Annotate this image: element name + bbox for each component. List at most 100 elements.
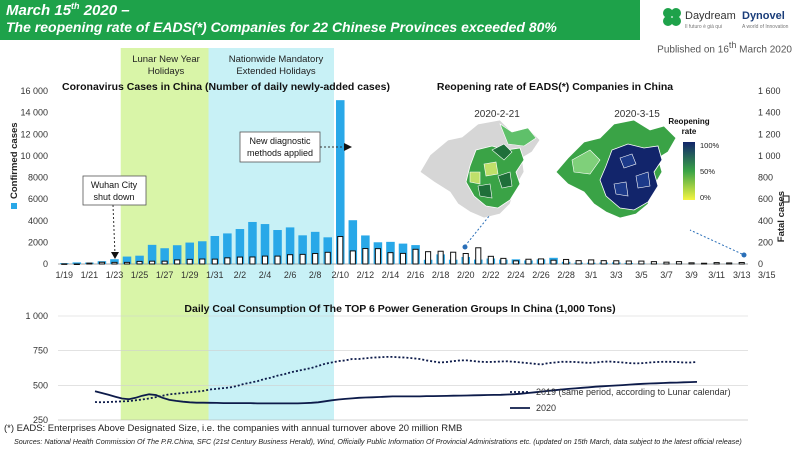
fatal-bar — [98, 261, 105, 265]
footnote: (*) EADS: Enterprises Above Designated S… — [4, 423, 463, 434]
coal-line-2020 — [94, 381, 698, 405]
fatal-bar — [412, 248, 419, 265]
x-tick-label: 3/11 — [708, 270, 725, 280]
logo-daydream: Daydream — [685, 10, 736, 22]
legend-2020: 2020 — [536, 403, 556, 413]
fatal-bar — [726, 262, 733, 265]
fatal-cases-label: Fatal cases — [776, 191, 787, 242]
fatal-bar — [149, 260, 156, 265]
confirmed-bar — [160, 248, 169, 264]
confirmed-bar — [185, 242, 194, 264]
confirmed-bar — [298, 235, 307, 264]
fatal-bar — [274, 255, 281, 265]
company-logos: Daydream Il futuro è già qui Dynovel A w… — [663, 8, 789, 30]
x-tick-label: 3/15 — [758, 270, 776, 280]
sources-note: Sources: National Health Commission Of T… — [14, 437, 742, 446]
confirmed-bar — [210, 235, 220, 264]
fatal-bar — [550, 259, 557, 265]
legend-100: 100% — [700, 141, 720, 150]
fatal-bar — [174, 259, 181, 265]
fatal-bar — [374, 248, 381, 265]
y2-tick-label: 600 — [758, 194, 773, 204]
fatal-bar — [299, 253, 306, 265]
fatal-bar — [462, 253, 469, 265]
holiday-bands — [120, 48, 334, 420]
fatal-bar — [236, 256, 243, 265]
x-tick-label: 2/12 — [357, 270, 375, 280]
logo-dynovel: Dynovel — [742, 10, 785, 22]
confirmed-bar — [72, 262, 82, 264]
y-tick-label: 0 — [43, 259, 48, 269]
legend-50: 50% — [700, 167, 715, 176]
published-date: Published on 16th March 2020 — [657, 40, 792, 56]
confirmed-bar — [248, 221, 257, 264]
confirmed-bar — [348, 220, 358, 264]
coal-chart-title: Daily Coal Consumption Of The TOP 6 Powe… — [184, 303, 615, 315]
fatal-bar — [663, 261, 670, 265]
fatal-bar — [249, 256, 256, 265]
confirmed-bar — [323, 237, 332, 264]
legend-title: Reopening — [668, 117, 709, 126]
page-title-date: March 15th 2020 – — [6, 1, 130, 19]
fatal-bar — [261, 255, 269, 265]
fatal-bar — [512, 260, 519, 265]
y-tick-label: 16 000 — [20, 86, 48, 96]
x-tick-label: 1/25 — [131, 270, 149, 280]
map-date-2: 2020-3-15 — [614, 109, 660, 120]
confirmed-bar — [235, 229, 245, 264]
fatal-bar — [399, 252, 407, 265]
logo-daydream-subtitle: Il futuro è già qui — [685, 24, 722, 30]
confirmed-bar — [285, 227, 295, 264]
confirmed-cases-label: Confirmed cases — [9, 122, 20, 199]
page-title: The reopening rate of EADS(*) Companies … — [6, 19, 557, 35]
coal-y-tick-label: 1 000 — [25, 311, 48, 321]
fatal-bar — [287, 254, 294, 265]
diagnostic-annotation-text-line2: methods applied — [247, 148, 313, 158]
fatal-bar — [600, 260, 607, 265]
map-title: Reopening rate of EADS(*) Companies in C… — [437, 81, 673, 93]
ylabel-left: Confirmed cases — [9, 122, 20, 209]
fatal-bar — [86, 262, 93, 265]
fatal-bar — [487, 255, 494, 265]
x-tick-label: 3/9 — [685, 270, 698, 280]
reopening-legend: Reopening rate 100% 50% 0% — [668, 117, 719, 202]
y2-tick-label: 0 — [758, 259, 763, 269]
wuhan-annotation: Wuhan City shut down — [82, 175, 147, 259]
x-tick-label: 2/28 — [557, 270, 575, 280]
fatal-bar — [337, 236, 344, 265]
logo-dynovel-subtitle: A world of Innovation — [742, 24, 789, 30]
confirmed-bar — [122, 256, 132, 264]
coal-y-tick-label: 500 — [33, 380, 48, 390]
y2-tick-label: 200 — [758, 237, 773, 247]
x-tick-label: 3/3 — [610, 270, 623, 280]
china-map-2020-3-15 — [555, 119, 677, 219]
band-label-extended-line2: Extended Holidays — [236, 66, 315, 77]
fatal-bar — [475, 247, 482, 265]
fatal-bar — [186, 258, 193, 265]
clover-icon — [663, 8, 681, 26]
china-map-2020-2-21 — [419, 119, 541, 219]
y-tick-label: 14 000 — [20, 108, 48, 118]
fatal-bar — [575, 260, 582, 265]
confirmed-bar — [135, 255, 144, 264]
x-tick-label: 2/6 — [284, 270, 297, 280]
legend-title-line2: rate — [682, 127, 697, 136]
fatal-bar — [688, 262, 695, 265]
x-tick-label: 1/31 — [206, 270, 224, 280]
fatal-bar — [701, 262, 708, 265]
x-tick-label: 2/8 — [309, 270, 322, 280]
x-tick-label: 2/14 — [382, 270, 400, 280]
fatal-bar — [123, 261, 131, 265]
x-tick-label: 2/20 — [457, 270, 475, 280]
fatal-bar — [387, 252, 394, 265]
confirmed-bar — [310, 231, 320, 264]
title-banner: March 15th 2020 – The reopening rate of … — [0, 0, 640, 40]
y-tick-label: 2000 — [28, 237, 48, 247]
band-label-extended: Nationwide Mandatory — [229, 54, 324, 65]
y2-tick-label: 1 400 — [758, 108, 781, 118]
fatal-bar — [437, 250, 444, 265]
x-tick-label: 1/21 — [81, 270, 99, 280]
y2-tick-label: 800 — [758, 173, 773, 183]
